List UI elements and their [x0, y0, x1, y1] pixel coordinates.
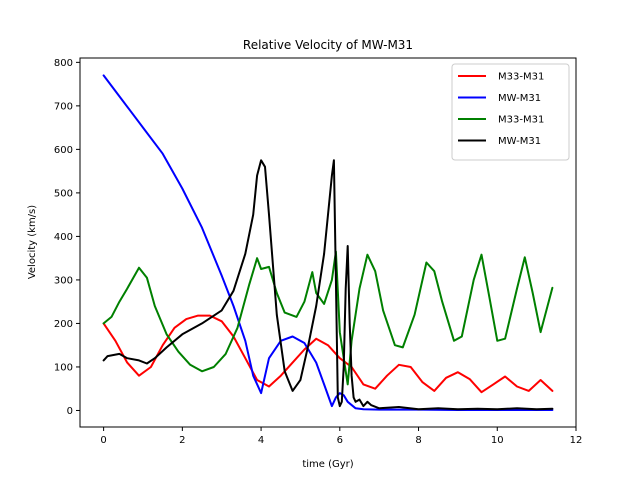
y-tick-label: 400: [54, 232, 73, 243]
y-tick-label: 800: [54, 58, 73, 69]
x-axis: 0 2 4 6 8 10 12: [100, 427, 582, 446]
y-tick-label: 600: [54, 145, 73, 156]
legend-label-3: M33-M31: [498, 115, 544, 126]
y-tick-label: 0: [67, 406, 73, 417]
legend-label-4: MW-M31: [498, 136, 541, 147]
y-tick-label: 500: [54, 188, 73, 199]
y-tick-label: 700: [54, 101, 73, 112]
plot-frame: [79, 57, 577, 428]
legend: M33-M31 MW-M31 M33-M31 MW-M31: [451, 63, 570, 161]
x-axis-label: time (Gyr): [302, 459, 353, 470]
y-tick-label: 100: [54, 362, 73, 373]
y-tick-label: 300: [54, 275, 73, 286]
chart-title: Relative Velocity of MW-M31: [243, 38, 413, 52]
series-line-4: [102, 159, 554, 411]
legend-label-1: M33-M31: [498, 72, 544, 83]
series-line-1: [102, 314, 554, 394]
series-layer: [102, 74, 554, 411]
x-tick-label: 2: [179, 435, 185, 446]
x-tick-label: 4: [258, 435, 264, 446]
y-axis-label: Velocity (km/s): [27, 205, 38, 279]
x-tick-label: 10: [491, 435, 504, 446]
y-axis: 0 100 200 300 400 500 600 700 800: [54, 58, 80, 417]
x-tick-label: 12: [570, 435, 583, 446]
legend-label-2: MW-M31: [498, 93, 541, 104]
x-tick-label: 8: [415, 435, 421, 446]
legend-box: [451, 63, 570, 161]
x-tick-label: 6: [337, 435, 343, 446]
series-line-2: [102, 74, 554, 411]
series-line-3: [102, 250, 554, 386]
x-tick-label: 0: [100, 435, 106, 446]
y-tick-label: 200: [54, 319, 73, 330]
